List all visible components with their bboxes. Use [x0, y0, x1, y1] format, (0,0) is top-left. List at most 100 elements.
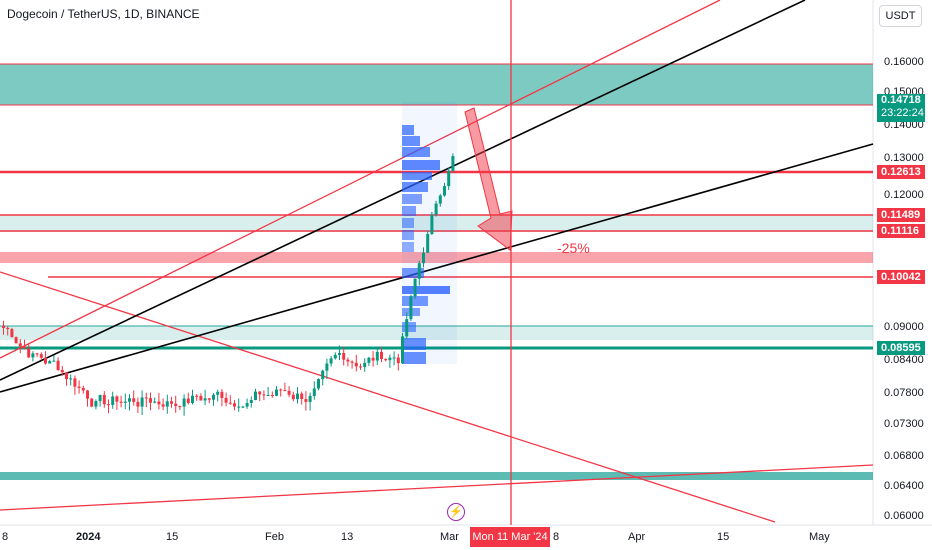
candle-body [350, 361, 354, 363]
candle-body [178, 406, 182, 408]
red-descending-line[interactable] [0, 271, 776, 523]
candle-body [10, 329, 14, 338]
candle-body [254, 391, 257, 401]
percent-change-label[interactable]: -25% [557, 240, 590, 256]
time-tick: May [809, 531, 830, 543]
price-tick: 0.14000 [884, 119, 924, 131]
candle-body [384, 358, 388, 361]
candle-body [342, 352, 346, 360]
price-tick: 0.07300 [884, 418, 924, 430]
price-tick: 0.08400 [884, 354, 924, 366]
price-axis[interactable] [873, 0, 932, 525]
candle-body [325, 363, 329, 371]
candle-body [48, 361, 52, 364]
candle-body [2, 325, 5, 328]
candle-body [86, 390, 89, 399]
candle-body [144, 397, 148, 399]
candle-body [363, 362, 367, 368]
candle-body [6, 327, 10, 330]
candle-body [392, 357, 396, 359]
black-trend-lower[interactable] [0, 143, 874, 393]
time-tick: 13 [341, 531, 354, 543]
candle-body [18, 343, 22, 347]
candle-body [329, 358, 333, 364]
candle-body [304, 399, 308, 402]
candle-body [149, 398, 152, 403]
candle-body [296, 393, 299, 400]
candle-body [77, 386, 81, 388]
price-tag-0-12613: 0.12613 [877, 165, 925, 179]
candle-body [207, 398, 211, 400]
candle-body [119, 401, 123, 403]
candle-body [354, 362, 358, 367]
candle-body [367, 357, 371, 363]
candle-body [39, 354, 43, 358]
candle-body [308, 395, 312, 402]
candle-body [170, 401, 173, 404]
candle-body [233, 403, 236, 407]
candle-body [115, 396, 119, 402]
candle-body [245, 402, 249, 407]
candle-body [199, 395, 203, 401]
candle-body [338, 352, 341, 355]
currency-button[interactable]: USDT [879, 5, 922, 27]
candle-body [69, 378, 73, 380]
candle-body [333, 354, 337, 359]
time-tick: Mar [440, 531, 459, 543]
resistance-zone [0, 64, 873, 105]
candle-body [422, 252, 425, 264]
candle-body [27, 348, 31, 358]
candle-body [287, 390, 291, 395]
candle-body [56, 360, 60, 370]
candle-body [388, 357, 392, 361]
candle-body [380, 351, 383, 359]
candle-body [447, 170, 451, 187]
candlestick-series [2, 153, 455, 416]
time-tick: 8 [2, 531, 9, 543]
candle-body [191, 395, 194, 403]
candle-body [258, 391, 262, 395]
crosshair-date-tag: Mon 11 Mar '24 [470, 527, 550, 547]
candle-body [81, 387, 85, 391]
candle-body [94, 401, 98, 407]
lightning-icon[interactable]: ⚡ [447, 503, 465, 521]
candle-body [241, 406, 245, 408]
candle-body [375, 351, 379, 361]
candle-body [220, 391, 224, 398]
candle-body [443, 186, 446, 196]
price-tick: 0.06000 [884, 510, 924, 522]
candle-body [23, 346, 26, 349]
candle-body [283, 390, 287, 392]
current-price-value: 0.14718 [881, 94, 921, 106]
candle-body [434, 203, 438, 215]
candle-body [136, 401, 140, 407]
candle-body [426, 233, 430, 253]
candle-body [228, 402, 232, 404]
candle-body [312, 388, 316, 396]
price-tag-0-10042: 0.10042 [877, 270, 925, 284]
price-tick: 0.07800 [884, 387, 924, 399]
candle-body [52, 360, 56, 362]
down-arrow-annotation[interactable] [464, 107, 513, 251]
candle-body [359, 366, 362, 368]
candle-body [132, 398, 136, 402]
symbol-title[interactable]: Dogecoin / TetherUS, 1D, BINANCE [7, 7, 200, 21]
candle-body [195, 395, 199, 397]
candle-body [317, 379, 320, 389]
candle-body [321, 370, 325, 380]
price-tick: 0.16000 [884, 56, 924, 68]
candle-body [161, 404, 165, 407]
candle-body [291, 394, 295, 400]
candle-body [401, 336, 404, 364]
candle-body [98, 394, 102, 402]
candle-body [279, 389, 283, 391]
red-channel-top[interactable] [0, 0, 721, 359]
red-bottom-line[interactable] [0, 464, 874, 511]
time-tick: 2024 [76, 531, 101, 543]
zone-0-114 [0, 215, 873, 232]
candle-body [430, 214, 434, 234]
candle-body [203, 398, 207, 401]
candle-body [438, 195, 442, 204]
candle-body [417, 263, 421, 279]
